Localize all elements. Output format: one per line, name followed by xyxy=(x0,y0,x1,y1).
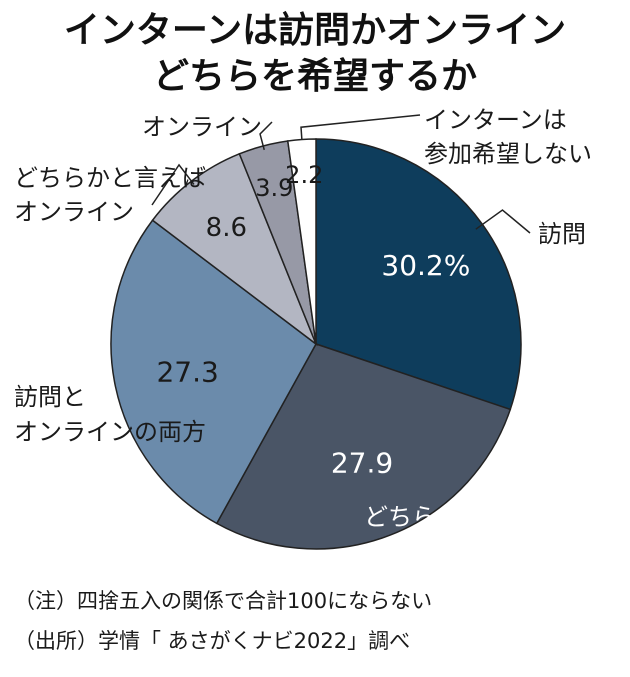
footnote-source: （出所）学情「 あさがくナビ2022」調べ xyxy=(14,629,411,653)
value-label-6: 2.2 xyxy=(285,161,323,189)
value-label-4: 8.6 xyxy=(206,213,247,243)
category-label-5: オンライン xyxy=(142,113,262,141)
leader-line-5 xyxy=(259,121,273,151)
pie-slice-6 xyxy=(286,138,317,345)
value-label-2: 27.9 xyxy=(331,447,393,480)
value-label-5: 3.9 xyxy=(255,174,293,202)
leader-lines xyxy=(151,114,531,234)
leader-line-4 xyxy=(151,163,195,206)
category-label-6: インターンは参加希望しない xyxy=(424,106,592,168)
pie-slice-3 xyxy=(110,219,317,525)
pie-slice-2 xyxy=(215,343,512,550)
chart-title-line-2: どちらを希望するか xyxy=(152,56,477,97)
leader-line-1 xyxy=(475,209,531,234)
category-label-1: 訪問 xyxy=(538,220,586,248)
category-label-4: どちらかと言えばオンライン xyxy=(14,164,206,226)
chart-title-line-1: インターンは訪問かオンライン xyxy=(63,10,567,51)
leader-line-6 xyxy=(300,114,421,140)
category-label-2: どちらかと言えば訪問 xyxy=(364,503,604,531)
footnote-rounding: （注）四捨五入の関係で合計100にならない xyxy=(14,589,433,613)
pie-slices xyxy=(110,138,522,550)
value-label-1: 30.2% xyxy=(381,249,470,282)
chart-title: インターンは訪問かオンライン どちらを希望するか xyxy=(0,8,630,100)
value-label-3: 27.3 xyxy=(156,355,218,388)
value-labels: 30.2% 27.9 27.3 8.6 3.92.2 xyxy=(156,161,470,480)
category-label-3: 訪問とオンラインの両方 xyxy=(14,383,206,446)
